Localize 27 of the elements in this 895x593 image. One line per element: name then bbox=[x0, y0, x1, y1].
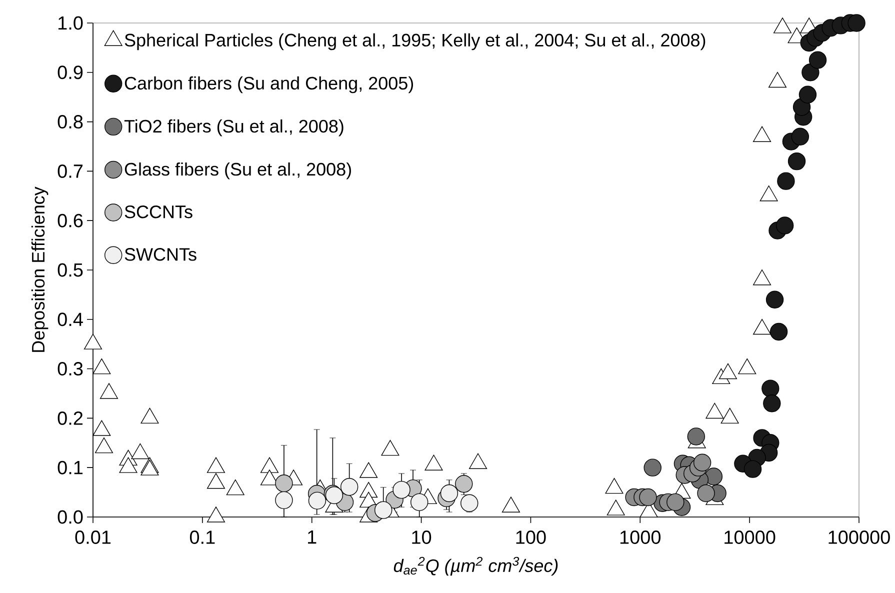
legend-label: SWCNTs bbox=[124, 248, 196, 261]
x-tick-label: 0.1 bbox=[190, 530, 215, 544]
x-tick-label: 1000 bbox=[620, 530, 661, 544]
legend-label: Glass fibers (Su et al., 2008) bbox=[124, 162, 351, 180]
legend-label: TiO2 fibers (Su et al., 2008) bbox=[124, 119, 344, 136]
x-axis-title: d$_{ae}$$^{2}$Q (µm$^{2}$ cm$^{3}$/sec) bbox=[394, 556, 558, 576]
x-tick-label: 10 bbox=[412, 530, 432, 544]
y-tick-label: 0.1 bbox=[58, 460, 83, 474]
legend-label: Spherical Particles (Cheng et al., 1995; Kelly et al., 2004; Su et al., 2008) bbox=[124, 33, 706, 50]
x-tick-label: 0.01 bbox=[75, 530, 111, 544]
y-tick-label: 0.2 bbox=[58, 411, 83, 425]
x-tick-label: 10000 bbox=[724, 530, 776, 544]
y-tick-label: 0.0 bbox=[58, 510, 83, 524]
y-tick-label: 0.7 bbox=[58, 164, 83, 178]
y-tick-label: 0.6 bbox=[58, 214, 83, 228]
y-tick-label: 0.9 bbox=[58, 66, 83, 80]
y-tick-label: 0.4 bbox=[58, 312, 83, 326]
x-tick-label: 100 bbox=[516, 530, 546, 544]
legend-label: Carbon fibers (Su and Cheng, 2005) bbox=[124, 76, 414, 94]
x-tick-label: 100000 bbox=[828, 530, 890, 544]
y-tick-label: 0.8 bbox=[58, 115, 83, 129]
x-tick-label: 1 bbox=[308, 530, 316, 544]
y-tick-label: 0.3 bbox=[58, 362, 83, 376]
y-tick-label: 0.5 bbox=[58, 263, 83, 277]
legend-label: SCCNTs bbox=[124, 205, 192, 218]
y-tick-label: 1.0 bbox=[58, 16, 83, 30]
y-axis-title: Deposition Efficiency bbox=[31, 186, 48, 352]
